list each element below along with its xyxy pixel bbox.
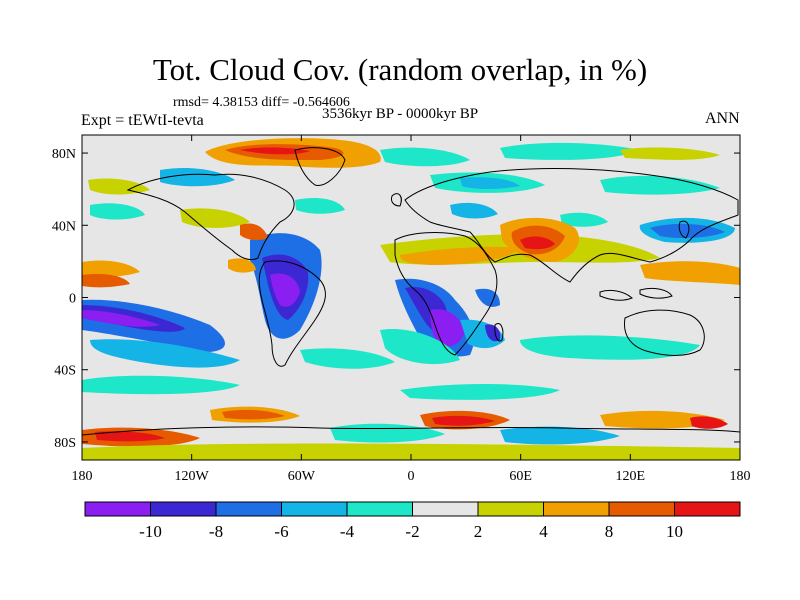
- map-panel: [82, 135, 740, 460]
- colorbar-swatch: [281, 501, 348, 517]
- colorbar-swatch: [346, 501, 413, 517]
- colorbar-swatch: [215, 501, 282, 517]
- colorbar-label: -10: [139, 522, 162, 541]
- lon-tick-label: 0: [408, 469, 415, 484]
- lon-tick-label: 180: [72, 469, 93, 484]
- period-label: 3536kyr BP - 0000kyr BP: [322, 106, 479, 122]
- lon-tick-label: 120E: [616, 469, 646, 484]
- colorbar-label: -2: [405, 522, 419, 541]
- colorbar-swatch: [608, 501, 675, 517]
- colorbar-swatch: [674, 501, 741, 517]
- lon-tick-label: 60E: [509, 469, 532, 484]
- colorbar-swatch: [477, 501, 544, 517]
- season-label: ANN: [705, 110, 740, 127]
- latitude-axis: 80N 40N 0 40S 80S: [52, 147, 740, 451]
- longitude-axis: 180 120W 60W 0 60E 120E 180: [72, 135, 751, 484]
- colorbar-swatch: [543, 501, 610, 517]
- lon-tick-label: 60W: [288, 469, 316, 484]
- lon-tick-label: 180: [730, 469, 751, 484]
- colorbar: -10 -8 -6 -4 -2 2 4 8 10: [84, 501, 741, 541]
- lat-tick-label: 40S: [54, 364, 76, 379]
- colorbar-label: 10: [666, 522, 683, 541]
- coastlines: [82, 147, 740, 436]
- colorbar-label: -6: [274, 522, 288, 541]
- lat-tick-label: 80N: [52, 147, 76, 162]
- colorbar-swatch: [150, 501, 217, 517]
- plot-title: Tot. Cloud Cov. (random overlap, in %): [152, 52, 648, 87]
- lat-tick-label: 40N: [52, 219, 76, 234]
- colorbar-label: -4: [340, 522, 355, 541]
- colorbar-swatch: [84, 501, 151, 517]
- colorbar-swatch: [412, 501, 479, 517]
- lon-tick-label: 120W: [175, 469, 210, 484]
- lat-tick-label: 80S: [54, 436, 76, 451]
- colorbar-label: 8: [605, 522, 614, 541]
- experiment-label: Expt = tEWtI-tevta: [81, 112, 204, 129]
- lat-tick-label: 0: [69, 292, 76, 307]
- colorbar-label: 4: [539, 522, 548, 541]
- stats-text: rmsd= 4.38153 diff= -0.564606: [173, 95, 350, 110]
- colorbar-label: -8: [209, 522, 223, 541]
- colorbar-label: 2: [474, 522, 483, 541]
